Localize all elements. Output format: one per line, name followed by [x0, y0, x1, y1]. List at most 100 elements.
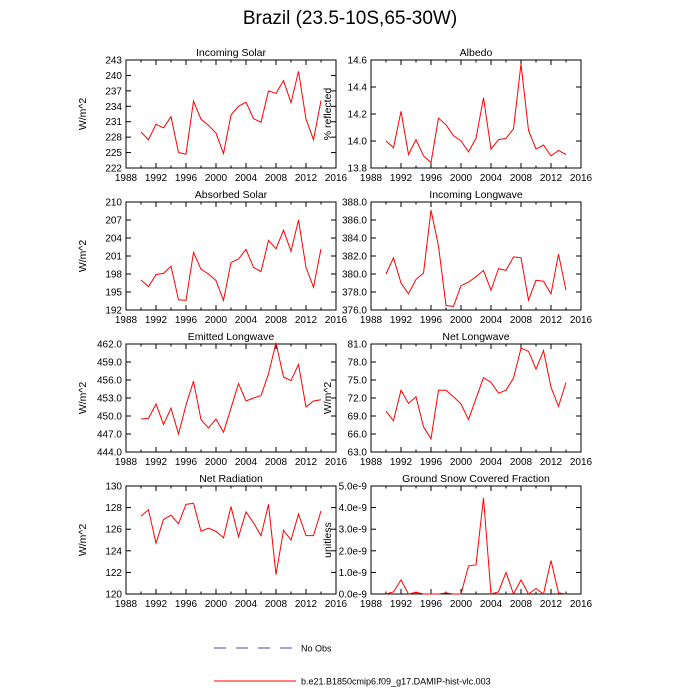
y-axis-label: unitless [322, 522, 334, 558]
y-tick-label: 450.0 [97, 412, 122, 423]
x-tick-label: 1988 [115, 599, 138, 610]
x-tick-label: 2008 [265, 173, 288, 184]
x-tick-label: 1992 [145, 457, 168, 468]
y-tick-label: 128 [105, 503, 122, 514]
y-tick-label: 1.0e-9 [339, 568, 368, 579]
x-tick-label: 2008 [510, 457, 533, 468]
y-tick-label: 3.0e-9 [339, 525, 368, 536]
y-tick-label: 380.0 [342, 270, 367, 281]
x-tick-label: 1992 [390, 315, 413, 326]
x-tick-label: 2012 [295, 315, 318, 326]
x-tick-label: 1992 [145, 599, 168, 610]
panel-title: Net Longwave [442, 331, 509, 343]
panel-3: 1988 1992 1996 2000 2004 2008 2012 2016 192 195 19… [77, 189, 348, 326]
y-tick-label: 69.0 [348, 412, 368, 423]
x-tick-label: 2012 [295, 599, 318, 610]
x-tick-label: 2000 [450, 599, 473, 610]
x-tick-label: 1992 [390, 173, 413, 184]
x-tick-label: 2016 [570, 599, 593, 610]
x-tick-label: 2012 [540, 315, 563, 326]
panel-1: 1988 1992 1996 2000 2004 2008 2012 2016 222 225 22… [77, 47, 348, 184]
y-axis-label: W/m^2 [77, 382, 89, 415]
panel-title: Ground Snow Covered Fraction [402, 473, 550, 485]
panel-title: Absorbed Solar [195, 189, 268, 201]
y-tick-label: 225 [105, 148, 122, 159]
x-tick-label: 2016 [325, 599, 348, 610]
x-tick-label: 2016 [570, 315, 593, 326]
y-tick-label: 120 [105, 590, 122, 601]
x-tick-label: 1996 [175, 315, 198, 326]
y-tick-label: 14.6 [348, 56, 368, 67]
y-tick-label: 66.0 [348, 430, 368, 441]
x-tick-label: 2012 [295, 173, 318, 184]
y-tick-label: 14.2 [348, 110, 368, 121]
panel-title: Net Radiation [199, 473, 263, 485]
series-line [385, 209, 567, 307]
y-tick-label: 4.0e-9 [339, 503, 368, 514]
plot-frame [125, 59, 337, 169]
x-tick-label: 2008 [510, 599, 533, 610]
y-tick-label: 456.0 [97, 376, 122, 387]
y-tick-label: 201 [105, 252, 122, 263]
y-tick-label: 0.0e-9 [339, 590, 368, 601]
x-tick-label: 2004 [480, 457, 503, 468]
y-axis-label: W/m^2 [77, 240, 89, 273]
x-tick-label: 2000 [450, 315, 473, 326]
y-tick-label: 228 [105, 133, 122, 144]
y-tick-label: 453.0 [97, 394, 122, 405]
x-tick-label: 2012 [540, 457, 563, 468]
series-line [140, 342, 322, 436]
panel-title: Emitted Longwave [188, 331, 275, 343]
x-tick-label: 2012 [540, 599, 563, 610]
legend-model-label: b.e21.B1850cmip6.f09_g17.DAMIP-hist-vlc.… [301, 677, 491, 687]
series-line [385, 347, 567, 441]
y-tick-label: 195 [105, 288, 122, 299]
series-line [140, 502, 322, 575]
y-tick-label: 382.0 [342, 252, 367, 263]
y-tick-label: 124 [105, 546, 122, 557]
y-tick-label: 231 [105, 117, 122, 128]
x-tick-label: 2000 [205, 315, 228, 326]
y-axis-label: W/m^2 [77, 98, 89, 131]
x-tick-label: 1988 [115, 457, 138, 468]
y-tick-label: 204 [105, 234, 122, 245]
x-tick-label: 2016 [570, 173, 593, 184]
y-tick-label: 444.0 [97, 448, 122, 459]
x-tick-label: 1988 [360, 599, 383, 610]
x-tick-label: 2004 [235, 457, 258, 468]
plot-frame [370, 485, 582, 595]
series-line [385, 497, 567, 596]
panel-6: 1988 1992 1996 2000 2004 2008 2012 201663.066.0… [322, 331, 593, 468]
x-tick-label: 2012 [540, 173, 563, 184]
x-tick-label: 1996 [420, 599, 443, 610]
panel-8: 1988 1992 1996 2000 2004 2008 2012 20160.0e-91.… [322, 473, 593, 610]
panel-7: 1988 1992 1996 2000 2004 2008 2012 2016 120 122 12… [77, 473, 348, 610]
x-tick-label: 2004 [235, 315, 258, 326]
y-tick-label: 198 [105, 270, 122, 281]
panel-2: 1988 1992 1996 2000 2004 2008 2012 201613.814.0… [322, 47, 593, 184]
x-tick-label: 2004 [480, 599, 503, 610]
figure-title: Brazil (23.5-10S,65-30W) [242, 8, 458, 29]
y-tick-label: 14.0 [348, 137, 368, 148]
x-tick-label: 2008 [265, 315, 288, 326]
series-line [140, 71, 322, 156]
x-tick-label: 1996 [175, 457, 198, 468]
y-tick-label: 234 [105, 102, 122, 113]
x-tick-label: 1992 [390, 599, 413, 610]
x-tick-label: 1996 [420, 173, 443, 184]
y-tick-label: 207 [105, 216, 122, 227]
x-tick-label: 2008 [510, 173, 533, 184]
x-tick-label: 2016 [570, 457, 593, 468]
y-tick-label: 14.4 [348, 83, 368, 94]
y-tick-label: 240 [105, 71, 122, 82]
y-tick-label: 222 [105, 164, 122, 175]
x-tick-label: 2008 [265, 599, 288, 610]
x-tick-label: 2000 [205, 457, 228, 468]
y-tick-label: 126 [105, 525, 122, 536]
y-tick-label: 210 [105, 198, 122, 209]
x-tick-label: 2000 [450, 457, 473, 468]
x-tick-label: 1996 [175, 599, 198, 610]
y-tick-label: 81.0 [348, 340, 368, 351]
x-tick-label: 2000 [205, 599, 228, 610]
